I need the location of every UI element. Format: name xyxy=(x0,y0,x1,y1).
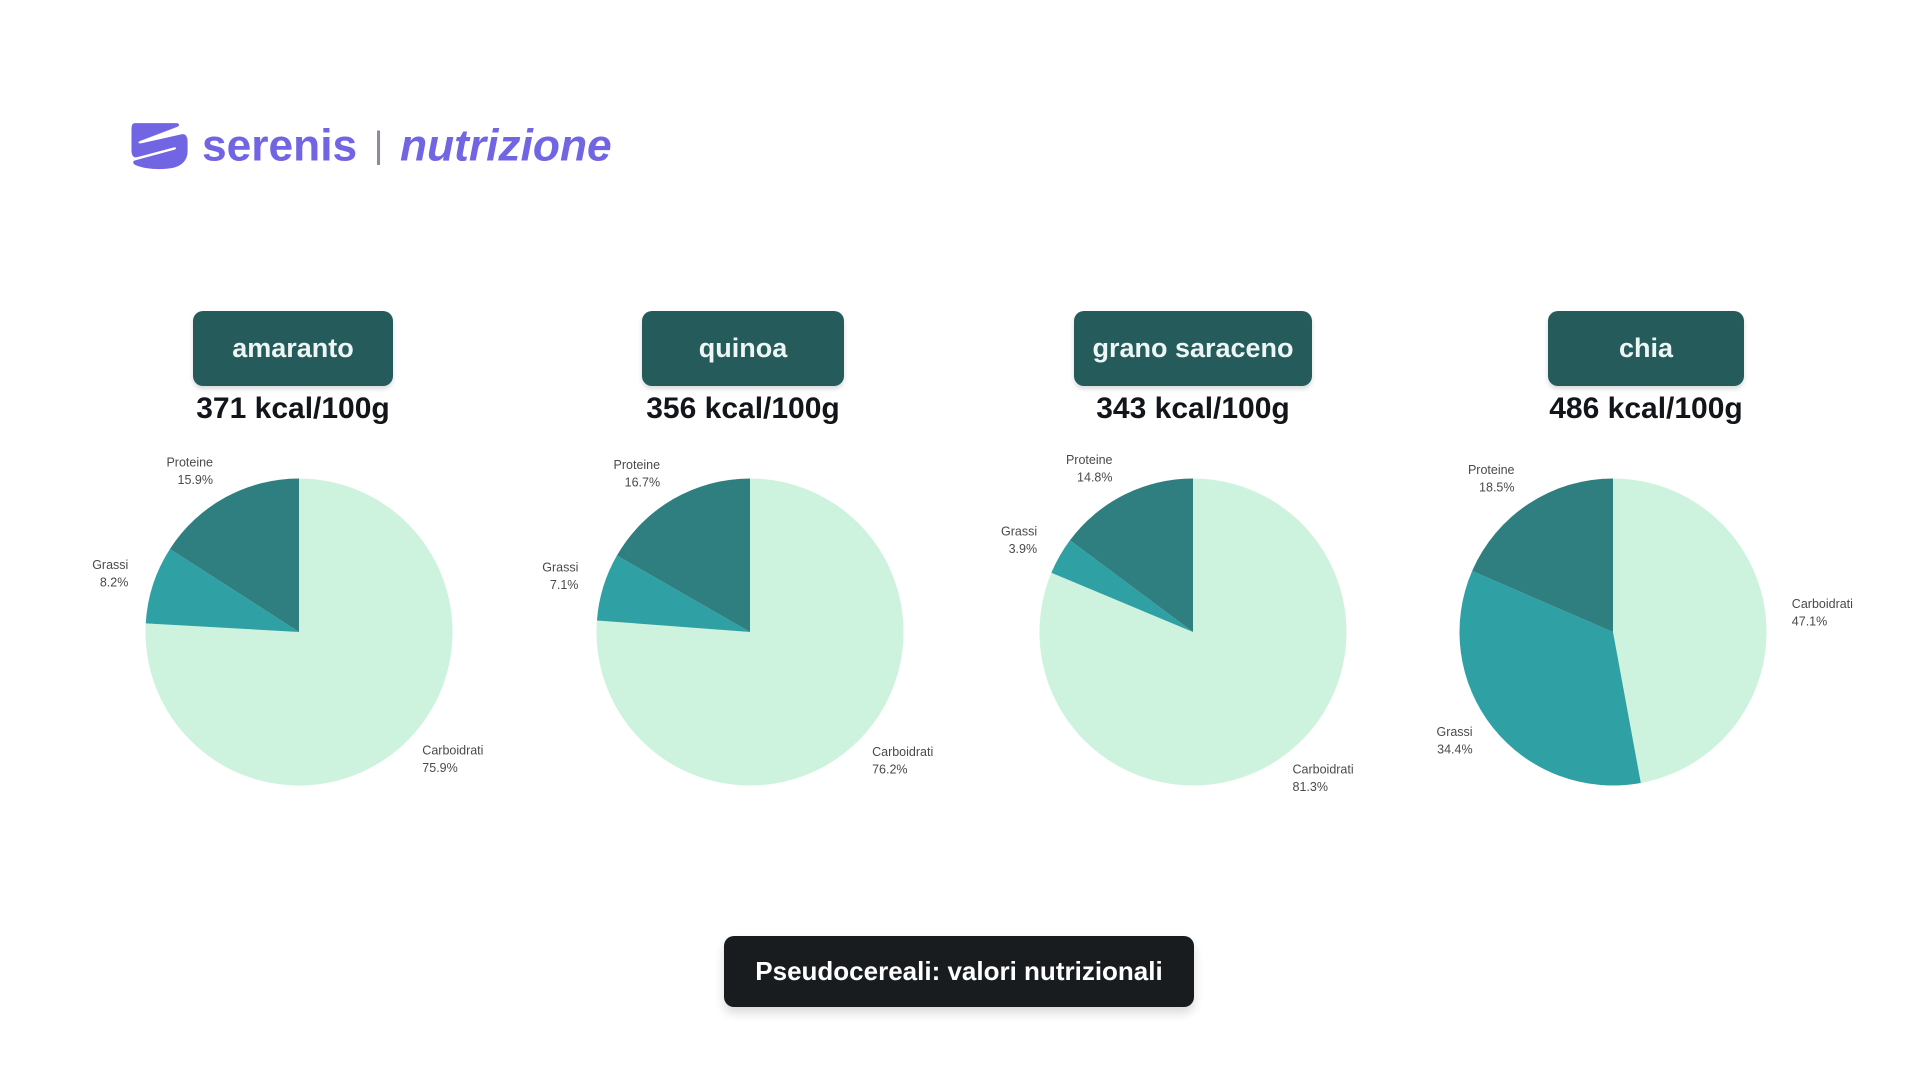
svg-text:Proteine: Proteine xyxy=(166,455,213,469)
svg-text:Grassi: Grassi xyxy=(542,560,578,574)
svg-text:Grassi: Grassi xyxy=(1001,524,1037,538)
svg-text:Proteine: Proteine xyxy=(1066,452,1113,466)
svg-text:Proteine: Proteine xyxy=(614,457,661,471)
svg-text:Carboidrati: Carboidrati xyxy=(1792,596,1853,610)
svg-text:7.1%: 7.1% xyxy=(550,578,579,592)
svg-text:Grassi: Grassi xyxy=(1436,725,1472,739)
svg-text:81.3%: 81.3% xyxy=(1293,780,1328,794)
svg-text:14.8%: 14.8% xyxy=(1077,470,1112,484)
svg-text:18.5%: 18.5% xyxy=(1479,480,1514,494)
svg-text:Carboidrati: Carboidrati xyxy=(872,744,933,758)
svg-text:47.1%: 47.1% xyxy=(1792,614,1827,628)
svg-text:75.9%: 75.9% xyxy=(422,761,457,775)
svg-text:Grassi: Grassi xyxy=(92,557,128,571)
svg-text:76.2%: 76.2% xyxy=(872,762,907,776)
svg-text:Proteine: Proteine xyxy=(1468,463,1515,477)
svg-text:15.9%: 15.9% xyxy=(178,473,213,487)
svg-text:16.7%: 16.7% xyxy=(625,475,660,489)
svg-text:Carboidrati: Carboidrati xyxy=(422,743,483,757)
svg-text:3.9%: 3.9% xyxy=(1009,541,1038,555)
svg-text:Carboidrati: Carboidrati xyxy=(1293,762,1354,776)
svg-text:34.4%: 34.4% xyxy=(1437,742,1472,756)
svg-text:8.2%: 8.2% xyxy=(100,575,129,589)
